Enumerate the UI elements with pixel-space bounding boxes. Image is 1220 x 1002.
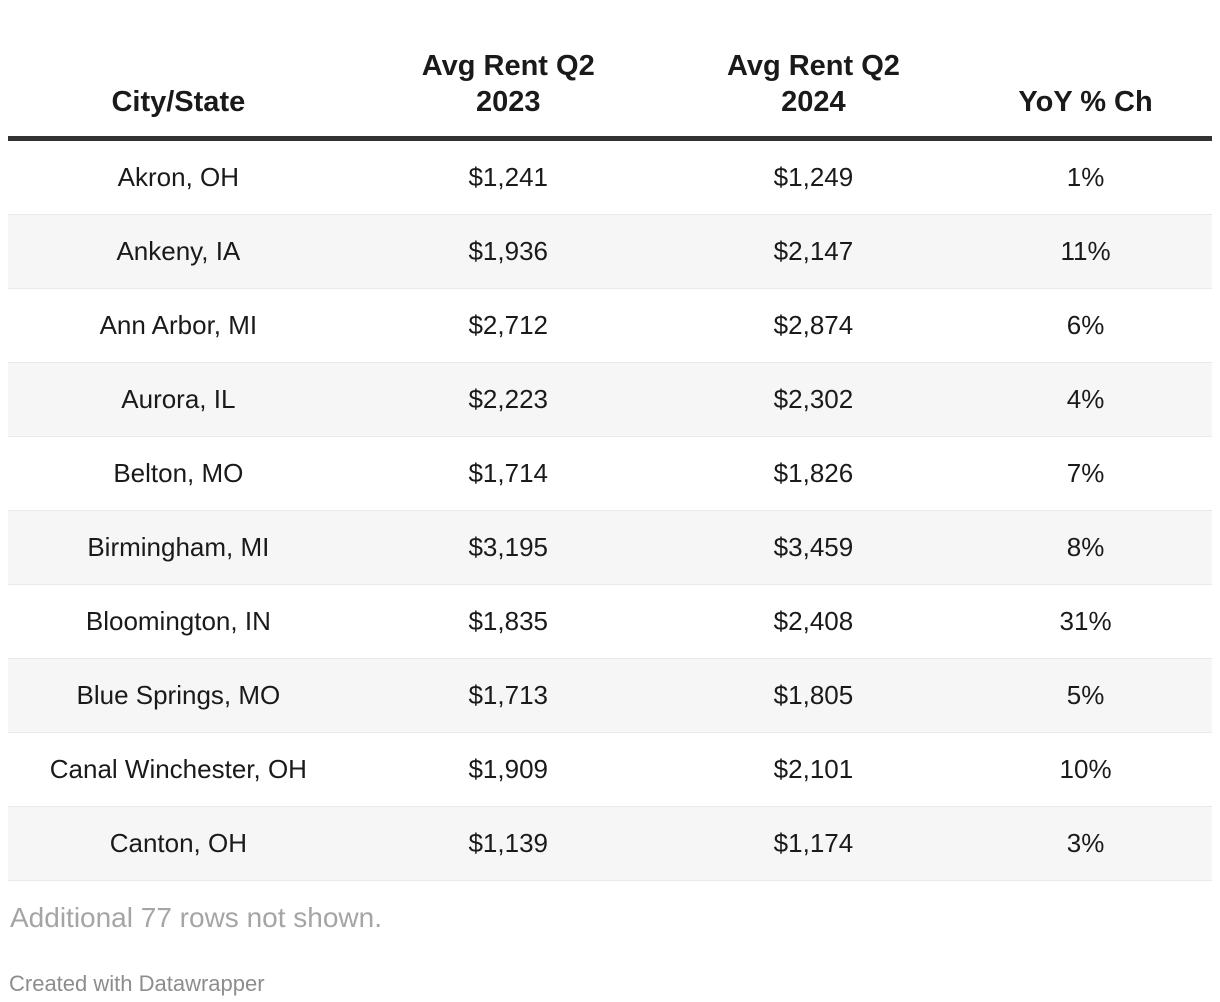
value-cell: $2,147 (667, 214, 960, 289)
value-cell: $3,459 (667, 510, 960, 585)
city-cell: Aurora, IL (8, 362, 349, 437)
value-cell: 8% (959, 510, 1212, 585)
city-cell: Canal Winchester, OH (8, 732, 349, 807)
value-cell: $2,223 (348, 362, 668, 437)
value-cell: $1,249 (667, 138, 960, 215)
value-cell: 6% (959, 288, 1212, 363)
table-header: City/State Avg Rent Q2 2023 Avg Rent Q2 20… (8, 0, 1212, 141)
city-cell: Belton, MO (8, 436, 349, 511)
table-body: Akron, OH $1,241 $1,249 1% Ankeny, IA $1,936 $… (8, 138, 1212, 881)
value-cell: $1,241 (348, 138, 668, 215)
value-cell: $1,174 (667, 806, 960, 881)
value-cell: $1,936 (348, 214, 668, 289)
value-cell: 11% (959, 214, 1212, 289)
value-cell: $1,909 (348, 732, 668, 807)
city-cell: Blue Springs, MO (8, 658, 349, 733)
table-row: Akron, OH $1,241 $1,249 1% (8, 138, 1212, 215)
column-header-label: Avg Rent Q2 2023 (421, 49, 595, 118)
value-cell: 1% (959, 138, 1212, 215)
city-cell: Ann Arbor, MI (8, 288, 349, 363)
city-cell: Birmingham, MI (8, 510, 349, 585)
table-row: Blue Springs, MO $1,713 $1,805 5% (8, 658, 1212, 733)
table-row: Birmingham, MI $3,195 $3,459 8% (8, 510, 1212, 585)
table-row: Canton, OH $1,139 $1,174 3% (8, 806, 1212, 881)
table-row: Bloomington, IN $1,835 $2,408 31% (8, 584, 1212, 659)
value-cell: $1,826 (667, 436, 960, 511)
table-row: Aurora, IL $2,223 $2,302 4% (8, 362, 1212, 437)
city-cell: Ankeny, IA (8, 214, 349, 289)
value-cell: 4% (959, 362, 1212, 437)
rent-comparison-table: City/State Avg Rent Q2 2023 Avg Rent Q2 20… (8, 0, 1212, 881)
table-row: Ankeny, IA $1,936 $2,147 11% (8, 214, 1212, 289)
value-cell: $2,101 (667, 732, 960, 807)
value-cell: $2,302 (667, 362, 960, 437)
city-cell: Akron, OH (8, 138, 349, 215)
header-row: City/State Avg Rent Q2 2023 Avg Rent Q2 20… (8, 0, 1212, 141)
column-header-label: YoY % Ch (1018, 85, 1153, 118)
column-header: City/State (8, 0, 349, 141)
value-cell: $1,835 (348, 584, 668, 659)
city-cell: Canton, OH (8, 806, 349, 881)
column-header: Avg Rent Q2 2024 (667, 0, 960, 141)
value-cell: $3,195 (348, 510, 668, 585)
value-cell: $1,139 (348, 806, 668, 881)
table-row: Ann Arbor, MI $2,712 $2,874 6% (8, 288, 1212, 363)
table-row: Belton, MO $1,714 $1,826 7% (8, 436, 1212, 511)
value-cell: $1,805 (667, 658, 960, 733)
column-header: YoY % Ch (959, 0, 1212, 141)
value-cell: $1,713 (348, 658, 668, 733)
value-cell: 3% (959, 806, 1212, 881)
value-cell: 7% (959, 436, 1212, 511)
value-cell: 31% (959, 584, 1212, 659)
value-cell: $1,714 (348, 436, 668, 511)
additional-rows-note: Additional 77 rows not shown. (10, 901, 382, 933)
column-header-label: Avg Rent Q2 2024 (726, 49, 900, 118)
table-row: Canal Winchester, OH $1,909 $2,101 10% (8, 732, 1212, 807)
column-header: Avg Rent Q2 2023 (348, 0, 668, 141)
city-cell: Bloomington, IN (8, 584, 349, 659)
value-cell: $2,408 (667, 584, 960, 659)
column-header-label: City/State (111, 85, 246, 118)
datawrapper-attribution: Created with Datawrapper (9, 970, 265, 996)
value-cell: 5% (959, 658, 1212, 733)
value-cell: $2,712 (348, 288, 668, 363)
value-cell: 10% (959, 732, 1212, 807)
value-cell: $2,874 (667, 288, 960, 363)
